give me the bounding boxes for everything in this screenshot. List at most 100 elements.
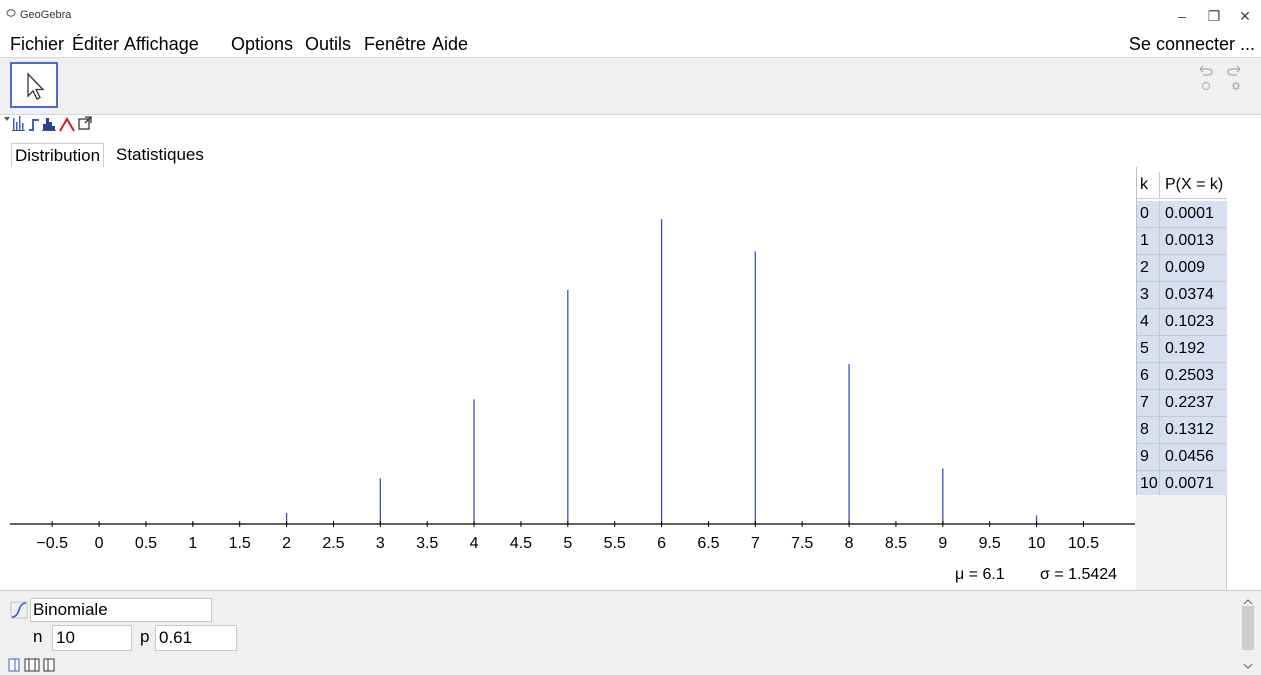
tab-distribution[interactable]: Distribution (11, 143, 105, 167)
right-sided-icon[interactable] (43, 658, 55, 672)
probability-graph[interactable]: −0.5 0 0.5 1 1.5 2 2.5 3 3.5 4 4.5 5 5.5 6 6.5 7 7.5 8 8.5… (10, 167, 1135, 590)
distribution-select-value: Binomiale (33, 600, 108, 619)
x-tick-label: 10.5 (1068, 535, 1099, 552)
table-cell-p: 0.0013 (1165, 232, 1214, 249)
toolbar (0, 57, 1261, 115)
table-cell-k: 2 (1140, 259, 1149, 276)
x-tick-label: 5 (563, 535, 572, 552)
scrollbar[interactable] (1241, 598, 1255, 670)
table-row[interactable]: 9 0.0456 (1137, 444, 1227, 471)
step-chart-icon[interactable] (29, 119, 39, 131)
x-tick-label: −0.5 (36, 535, 68, 552)
table-cell-p: 0.1023 (1165, 313, 1214, 330)
x-tick-label: 9.5 (979, 535, 1001, 552)
maximize-button[interactable]: ❐ (1207, 8, 1221, 24)
table-cell-p: 0.009 (1165, 259, 1206, 276)
x-tick-label: 8 (845, 535, 854, 552)
x-tick-label: 4.5 (510, 535, 532, 552)
table-row[interactable]: 6 0.2503 (1137, 363, 1227, 390)
x-tick-label: 4 (470, 535, 479, 552)
arrow-cursor-icon (27, 72, 45, 100)
table-row[interactable]: 3 0.0374 (1137, 282, 1227, 309)
p-label: p (140, 627, 150, 646)
x-tick-label: 2.5 (322, 535, 344, 552)
table-cell-p: 0.2237 (1165, 394, 1214, 411)
table-row[interactable]: 4 0.1023 (1137, 309, 1227, 336)
x-tick-label: 6.5 (697, 535, 719, 552)
mean-label: μ = 6.1 (955, 566, 1005, 583)
n-label: n (33, 627, 43, 646)
table-row[interactable]: 8 0.1312 (1137, 417, 1227, 444)
x-tick-label: 0.5 (135, 535, 157, 552)
table-row[interactable]: 7 0.2237 (1137, 390, 1227, 417)
x-tick-label: 5.5 (604, 535, 626, 552)
x-tick-label: 9 (938, 535, 947, 552)
table-cell-p: 0.0001 (1165, 205, 1214, 222)
table-cell-k: 8 (1140, 421, 1149, 438)
minimize-button[interactable]: – (1178, 8, 1186, 24)
normal-curve-icon[interactable] (59, 117, 75, 132)
table-cell-k: 1 (1140, 232, 1149, 249)
table-cell-k: 4 (1140, 313, 1149, 330)
menu-edit[interactable]: Éditer (72, 34, 120, 54)
left-sided-icon[interactable] (8, 658, 20, 672)
export-icon[interactable] (78, 116, 92, 130)
x-tick-label: 10 (1028, 535, 1046, 552)
x-tick-label: 2 (282, 535, 291, 552)
x-tick-label: 0 (95, 535, 104, 552)
scroll-up-icon (1243, 599, 1253, 605)
scroll-down-icon (1243, 663, 1253, 669)
table-cell-k: 6 (1140, 367, 1149, 384)
table-cell-p: 0.1312 (1165, 421, 1214, 438)
dropdown-triangle-icon[interactable] (4, 117, 10, 121)
undo-icon[interactable] (1199, 65, 1213, 76)
n-input[interactable]: 10 (52, 625, 132, 651)
chevron-down-icon: ⌄ (33, 601, 43, 613)
sign-in-link[interactable]: Se connecter ... (1128, 34, 1255, 54)
table-row[interactable]: 0 0.0001 (1137, 201, 1227, 228)
gear-icon[interactable] (1231, 81, 1241, 91)
menu-view[interactable]: Affichage (124, 34, 199, 54)
menu-window[interactable]: Fenêtre (364, 34, 427, 54)
bar-chart-icon[interactable] (12, 116, 25, 131)
tab-bar: Distribution Statistiques (0, 140, 1261, 167)
x-tick-label: 1.5 (229, 535, 251, 552)
menu-bar: Fichier Éditer Affichage Options Outils … (0, 30, 1261, 56)
tab-statistics[interactable]: Statistiques (116, 145, 204, 164)
redo-icon[interactable] (1227, 65, 1241, 76)
histogram-icon[interactable] (42, 118, 56, 131)
table-cell-k: 0 (1140, 205, 1149, 222)
scrollbar-thumb[interactable] (1242, 606, 1254, 650)
table-row[interactable]: 5 0.192 (1137, 336, 1227, 363)
x-tick-label: 3.5 (416, 535, 438, 552)
x-tick-label: 7 (751, 535, 760, 552)
menu-options[interactable]: Options (231, 34, 294, 54)
move-tool-button[interactable] (10, 62, 58, 108)
table-header: k P(X = k) (1137, 172, 1227, 199)
p-input[interactable]: 0.61 (155, 625, 237, 651)
menu-help[interactable]: Aide (432, 34, 469, 54)
help-icon[interactable] (1202, 82, 1210, 90)
interval-icon[interactable] (24, 658, 40, 672)
x-tick-label: 6 (657, 535, 666, 552)
menu-tools[interactable]: Outils (305, 34, 352, 54)
cdf-curve-icon[interactable] (10, 601, 28, 619)
table-cell-k: 3 (1140, 286, 1149, 303)
table-cell-p: 0.0456 (1165, 448, 1214, 465)
distribution-settings-panel: Binomiale ⌄ n 10 p 0.61 (0, 590, 1261, 675)
close-button[interactable]: ✕ (1239, 8, 1251, 24)
table-row[interactable]: 2 0.009 (1137, 255, 1227, 282)
probability-table: k P(X = k) 0 0.0001 1 0.0013 2 0.009 3 0.0374 4 0.1… (1136, 167, 1257, 590)
table-row[interactable]: 10 0.0071 (1137, 471, 1227, 498)
table-cell-k: k (1140, 176, 1148, 193)
distribution-select[interactable]: Binomiale ⌄ (30, 598, 212, 622)
n-input-value: 10 (56, 628, 75, 647)
interval-buttons (8, 658, 55, 672)
table-cell-p: 0.2503 (1165, 367, 1214, 384)
menu-file[interactable]: Fichier (10, 34, 65, 54)
table-cell-k: 7 (1140, 394, 1149, 411)
x-tick-label: 1 (188, 535, 197, 552)
sd-label: σ = 1.5424 (1040, 566, 1117, 583)
table-row[interactable]: 1 0.0013 (1137, 228, 1227, 255)
x-tick-label: 3 (376, 535, 385, 552)
